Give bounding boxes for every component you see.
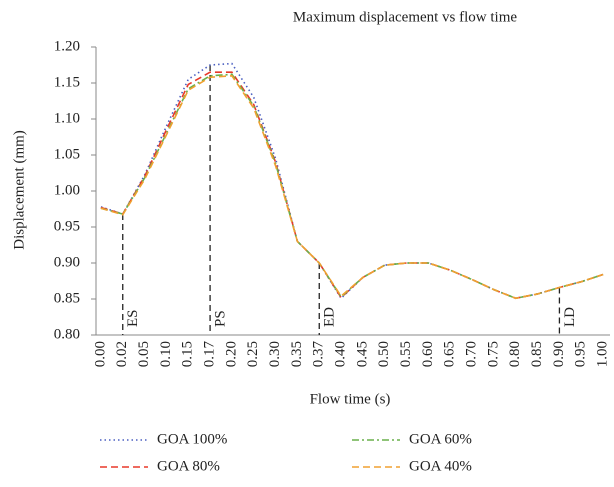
legend-label: GOA 100% xyxy=(157,431,227,447)
y-tick-label: 1.20 xyxy=(54,38,80,54)
x-tick-label: 1.00 xyxy=(595,341,611,367)
x-tick-label: 0.10 xyxy=(158,341,174,367)
y-tick-label: 1.00 xyxy=(54,182,80,198)
y-tick-label: 0.95 xyxy=(54,218,80,234)
legend-label: GOA 40% xyxy=(409,458,472,474)
x-tick-label: 0.95 xyxy=(573,341,589,367)
y-tick-label: 0.85 xyxy=(54,290,80,306)
x-tick-label: 0.20 xyxy=(223,341,239,367)
legend-label: GOA 60% xyxy=(409,431,472,447)
x-tick-label: 0.70 xyxy=(464,341,480,367)
x-tick-label: 0.40 xyxy=(333,341,349,367)
y-tick-label: 0.80 xyxy=(54,326,80,342)
x-tick-label: 0.75 xyxy=(485,341,501,367)
x-tick-label: 0.65 xyxy=(442,341,458,367)
x-tick-label: 0.05 xyxy=(136,341,152,367)
x-tick-label: 0.00 xyxy=(92,341,108,367)
x-tick-label: 0.15 xyxy=(180,341,196,367)
x-tick-label: 0.37 xyxy=(311,341,327,368)
series-line xyxy=(100,71,604,300)
annotation-label: ED xyxy=(322,307,338,327)
x-tick-label: 0.17 xyxy=(202,341,218,368)
legend-label: GOA 80% xyxy=(157,458,220,474)
annotation-label: PS xyxy=(213,310,229,327)
x-tick-label: 0.85 xyxy=(529,341,545,367)
y-tick-label: 0.90 xyxy=(54,254,80,270)
x-tick-label: 0.30 xyxy=(267,341,283,367)
y-tick-label: 1.15 xyxy=(54,74,80,90)
annotation-label: LD xyxy=(562,307,578,327)
y-tick-label: 1.05 xyxy=(54,146,80,162)
y-tick-label: 1.10 xyxy=(54,110,80,126)
x-tick-label: 0.55 xyxy=(398,341,414,367)
series-line xyxy=(100,62,604,300)
y-axis-title: Displacement (mm) xyxy=(11,130,27,250)
x-tick-label: 0.25 xyxy=(245,341,261,367)
series-line xyxy=(100,74,604,300)
x-tick-label: 0.02 xyxy=(114,341,130,367)
series-line xyxy=(100,73,604,300)
x-tick-label: 0.90 xyxy=(551,341,567,367)
chart-title: Maximum displacement vs flow time xyxy=(293,9,517,25)
annotation-label: ES xyxy=(125,309,141,327)
x-tick-label: 0.60 xyxy=(420,341,436,367)
x-axis-title: Flow time (s) xyxy=(310,391,391,407)
x-tick-label: 0.50 xyxy=(376,341,392,367)
x-tick-label: 0.45 xyxy=(354,341,370,367)
x-tick-label: 0.80 xyxy=(507,341,523,367)
x-tick-label: 0.35 xyxy=(289,341,305,367)
